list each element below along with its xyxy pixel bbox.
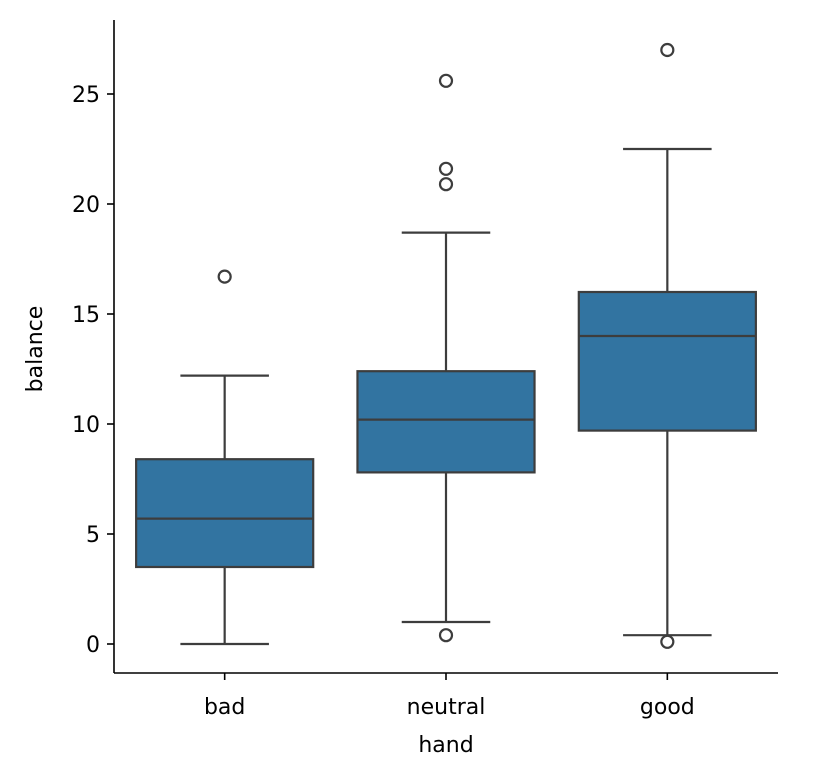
- y-tick-label: 0: [86, 633, 100, 658]
- y-tick-label: 20: [72, 193, 100, 218]
- outlier-point: [217, 269, 232, 284]
- box-group-bad: [135, 269, 315, 646]
- outlier-point: [660, 42, 675, 58]
- x-ticks: bad neutral good: [204, 673, 695, 720]
- outlier-point: [438, 73, 454, 88]
- x-tick-label: neutral: [407, 695, 486, 720]
- outlier-point: [660, 634, 675, 649]
- y-tick-label: 10: [72, 413, 100, 438]
- x-tick-label: bad: [204, 695, 245, 720]
- y-tick-label: 25: [72, 83, 100, 108]
- y-tick-label: 5: [86, 523, 100, 548]
- box: [577, 290, 757, 432]
- y-axis-title: balance: [23, 306, 48, 393]
- box: [356, 370, 536, 474]
- box-group-good: [577, 42, 757, 649]
- outlier-point: [438, 628, 454, 643]
- box-group-neutral: [356, 73, 536, 643]
- outlier-point: [438, 161, 454, 176]
- x-axis-title: hand: [418, 733, 473, 758]
- plot-area: [135, 42, 757, 649]
- y-ticks: 0 5 10 15 20 25: [72, 83, 114, 658]
- y-tick-label: 15: [72, 303, 100, 328]
- box: [135, 458, 315, 569]
- x-tick-label: good: [640, 695, 695, 720]
- outlier-point: [438, 177, 454, 192]
